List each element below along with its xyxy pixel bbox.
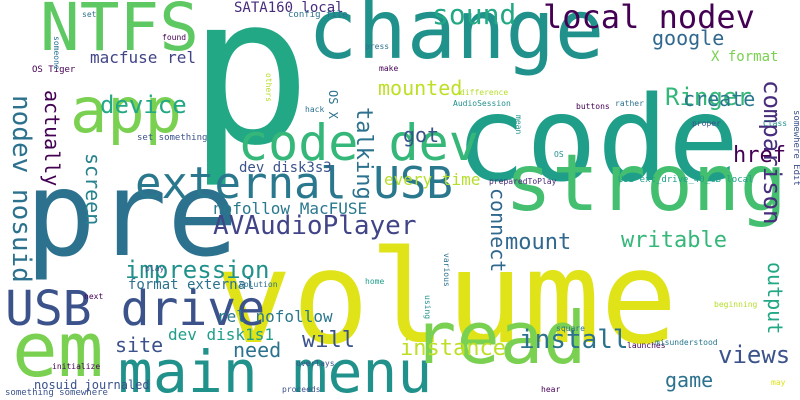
cloud-word: main menu xyxy=(118,338,433,400)
cloud-word: press xyxy=(365,42,390,51)
cloud-word: got xyxy=(403,123,440,147)
cloud-word: SATA160 local xyxy=(234,0,344,16)
cloud-word: AudioSession xyxy=(453,99,511,108)
cloud-word: local nodev xyxy=(543,0,755,36)
cloud-word: volume xyxy=(215,224,678,373)
cloud-word: read xyxy=(413,296,587,380)
cloud-word: somewhere Edit xyxy=(791,110,800,186)
cloud-word: initialize xyxy=(52,362,101,371)
cloud-word: rather xyxy=(615,99,644,108)
cloud-word: Ringer xyxy=(665,83,752,111)
cloud-word: various xyxy=(442,253,451,287)
cloud-word: dev disk1s1 xyxy=(168,325,274,344)
cloud-word: instance xyxy=(400,336,506,361)
cloud-word: p xyxy=(188,0,312,191)
cloud-word: proper xyxy=(692,119,721,128)
cloud-word: AVAudioPlayer xyxy=(213,211,417,241)
cloud-word: set something xyxy=(137,133,208,143)
cloud-word: NTFS xyxy=(40,0,199,66)
cloud-word: misunderstood xyxy=(655,338,718,347)
cloud-word: nofollow MacFUSE xyxy=(213,199,368,218)
cloud-word: someone xyxy=(52,36,61,70)
cloud-word: others xyxy=(264,73,273,102)
cloud-word: href xyxy=(733,143,786,168)
cloud-word: OS X xyxy=(326,90,340,119)
cloud-word: code xyxy=(455,70,740,208)
cloud-word: will xyxy=(302,328,355,353)
cloud-word: Class xyxy=(763,119,788,128)
cloud-word: using xyxy=(423,295,432,320)
cloud-word: app xyxy=(70,74,182,147)
cloud-word: beginning xyxy=(714,300,758,309)
cloud-word: google xyxy=(652,26,725,50)
cloud-word: nosuid journaled xyxy=(34,378,150,392)
cloud-word: preparedToPlay xyxy=(489,177,557,186)
cloud-word: buttons xyxy=(576,102,610,111)
cloud-word: launches xyxy=(627,341,666,350)
cloud-word: impression xyxy=(125,256,270,284)
cloud-word: device xyxy=(100,91,187,119)
cloud-word: screen xyxy=(81,153,105,226)
cloud-word: game xyxy=(665,368,714,392)
cloud-word: overlays xyxy=(296,359,335,368)
cloud-word: connect xyxy=(486,188,510,273)
cloud-word: code dev xyxy=(238,114,479,172)
cloud-word: mounted xyxy=(378,76,463,100)
cloud-word: OS Tiger xyxy=(32,65,76,75)
cloud-word: output xyxy=(763,262,787,335)
cloud-word: solution xyxy=(239,280,278,289)
cloud-word: site xyxy=(115,333,164,357)
cloud-word: create xyxy=(683,87,756,111)
cloud-word: format external xyxy=(128,277,255,293)
cloud-word: talking xyxy=(351,107,376,200)
cloud-word: something somewhere xyxy=(5,388,108,398)
cloud-word: dev disk3s3 xyxy=(239,160,332,176)
cloud-word: config file xyxy=(288,10,348,20)
cloud-word: proceeds xyxy=(282,385,321,394)
cloud-word: USB drive xyxy=(5,281,266,337)
cloud-word: external USB xyxy=(135,158,453,209)
cloud-word: difference xyxy=(460,88,509,97)
cloud-word: X format xyxy=(711,49,779,65)
cloud-word: mean xyxy=(514,115,523,135)
cloud-word: play xyxy=(145,264,165,273)
cloud-word: sound xyxy=(432,0,517,31)
cloud-word: writable xyxy=(621,228,727,253)
cloud-word: square xyxy=(556,324,585,333)
cloud-word: macfuse rel xyxy=(90,48,196,67)
cloud-word: rel nofollow xyxy=(217,307,333,326)
cloud-word: next xyxy=(84,292,104,301)
cloud-word: may xyxy=(771,378,786,387)
cloud-word: pre xyxy=(25,145,239,283)
cloud-word: need xyxy=(233,338,282,362)
cloud-word: em xyxy=(12,305,104,394)
cloud-word: comparison xyxy=(758,80,786,225)
cloud-word: strong xyxy=(505,139,787,229)
cloud-word: every time xyxy=(384,170,481,189)
cloud-word: set xyxy=(82,10,97,19)
cloud-word: found xyxy=(162,33,187,42)
cloud-word: actually xyxy=(40,90,64,187)
cloud-word: views xyxy=(718,341,791,369)
cloud-word: home xyxy=(365,277,385,286)
cloud-word: install xyxy=(519,325,629,355)
cloud-word: change xyxy=(308,0,605,78)
cloud-word: nodev nosuid xyxy=(6,95,36,283)
cloud-word: make xyxy=(379,64,399,73)
cloud-word: OS xyxy=(554,150,564,159)
cloud-word: mount xyxy=(505,230,572,255)
cloud-word: hear xyxy=(541,385,561,394)
cloud-word: USB ext_drive_40_GB local xyxy=(618,175,754,185)
cloud-word: hack xyxy=(305,105,325,114)
